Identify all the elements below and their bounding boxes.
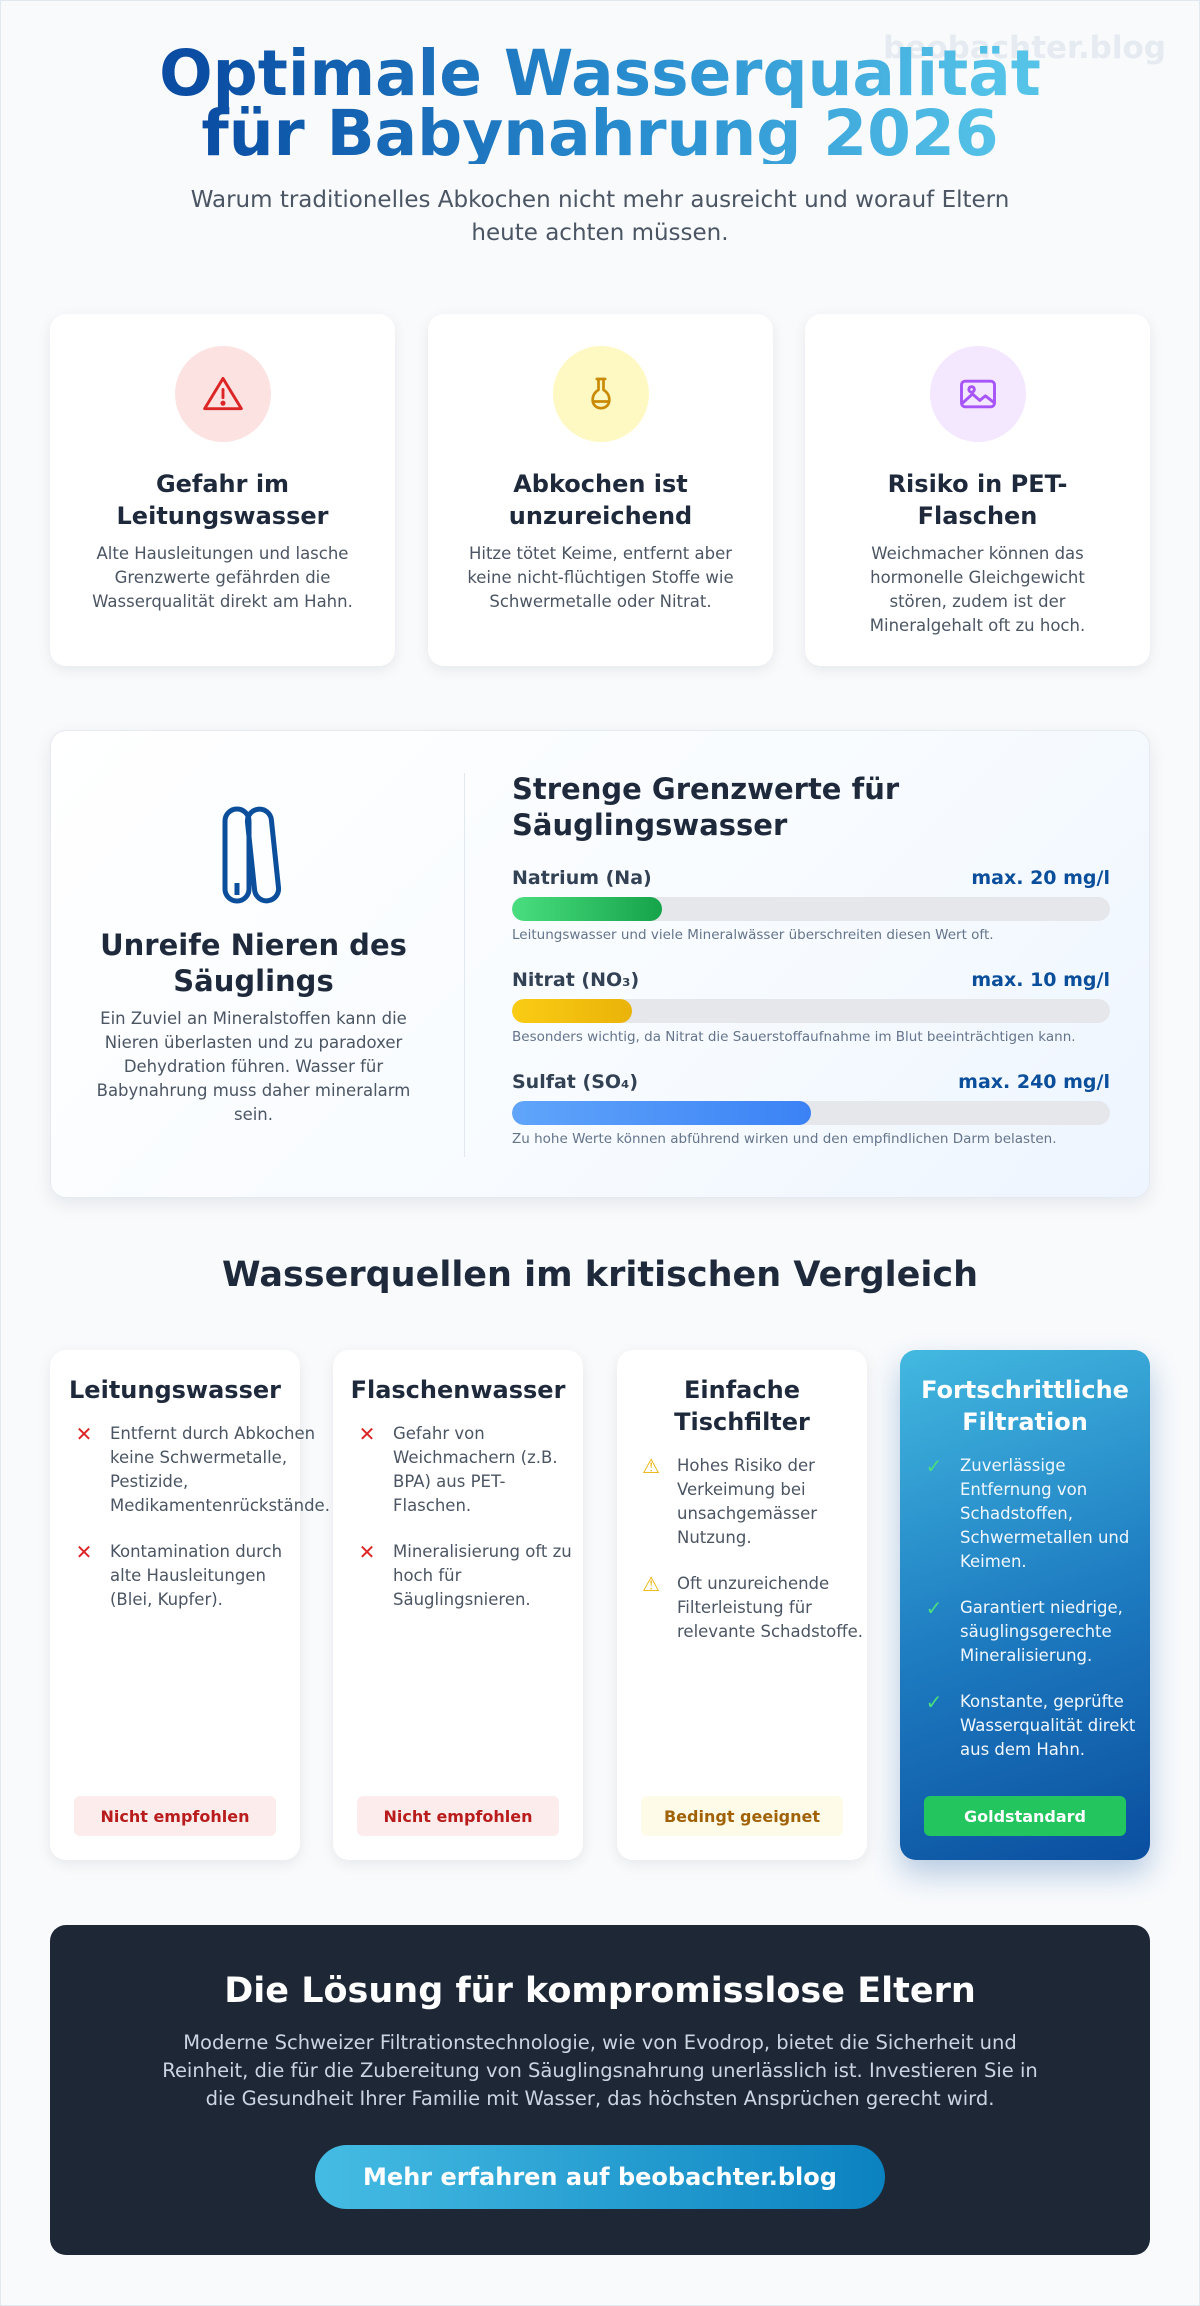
point-text: Hohes Risiko der Verkeimung bei unsachge… bbox=[677, 1456, 818, 1547]
risk-card-text: Hitze tötet Keime, entfernt aber keine n… bbox=[467, 544, 734, 611]
limit-bar bbox=[512, 1101, 1110, 1125]
point-item: ✕ Entfernt durch Abkochen keine Schwermet… bbox=[74, 1422, 330, 1518]
learn-more-button[interactable]: Mehr erfahren auf beobachter.blog bbox=[315, 2145, 885, 2209]
point-item: ✕ Gefahr von Weichmachern (z.B. BPA) aus … bbox=[357, 1422, 583, 1518]
comparison-title: Wasserquellen im kritischen Vergleich bbox=[221, 1255, 979, 1295]
warning-icon: ⚠ bbox=[642, 1454, 660, 1478]
point-text: Mineralisierung oft zu hoch für Säugling… bbox=[393, 1542, 572, 1609]
limit-name: Sulfat (SO₄) bbox=[512, 1071, 639, 1093]
limit-max: max. 240 mg/l bbox=[958, 1071, 1110, 1093]
column-title: Flaschenwasser bbox=[350, 1376, 566, 1404]
check-icon: ✓ bbox=[925, 1454, 943, 1478]
limits-panel: Unreife Nieren des Säuglings Ein Zuviel … bbox=[50, 730, 1150, 1198]
risk-card-title: Risiko in PET-Flaschen bbox=[887, 470, 1068, 530]
limit-name: Natrium (Na) bbox=[512, 867, 652, 889]
comparison-column-advanced-filtration: Fortschrittliche Filtration ✓ Zuverlässig… bbox=[900, 1350, 1150, 1860]
cta-title: Die Lösung für kompromisslose Eltern bbox=[224, 1971, 976, 2011]
watermark: beobachter.blog bbox=[883, 30, 1166, 66]
risk-card-text: Alte Hausleitungen und lasche Grenzwerte… bbox=[92, 544, 353, 611]
column-title: Fortschrittliche Filtration bbox=[921, 1376, 1129, 1436]
column-title: Einfache Tischfilter bbox=[674, 1376, 810, 1436]
point-item: ✓ Zuverlässige Entfernung von Schadstoffe… bbox=[924, 1454, 1150, 1574]
limit-note: Leitungswasser und viele Mineralwässer ü… bbox=[512, 927, 994, 943]
rating-badge: Nicht empfohlen bbox=[74, 1796, 276, 1836]
limit-bar-fill bbox=[512, 1101, 811, 1125]
point-item: ⚠ Hohes Risiko der Verkeimung bei unsachg… bbox=[641, 1454, 867, 1550]
risk-card-title: Gefahr im Leitungswasser bbox=[116, 470, 329, 530]
limit-max: max. 10 mg/l bbox=[971, 969, 1110, 991]
risk-card-tap-water: Gefahr im Leitungswasser Alte Hausleitun… bbox=[50, 314, 395, 666]
comparison-column-table-filter: Einfache Tischfilter ⚠ Hohes Risiko der V… bbox=[617, 1350, 867, 1860]
point-item: ✓ Konstante, geprüfte Wasserqualität dire… bbox=[924, 1690, 1150, 1762]
column-points: ✓ Zuverlässige Entfernung von Schadstoffe… bbox=[900, 1454, 1150, 1762]
flask-icon bbox=[552, 346, 649, 442]
rating-badge: Nicht empfohlen bbox=[357, 1796, 559, 1836]
cross-icon: ✕ bbox=[358, 1422, 376, 1446]
warning-icon bbox=[174, 346, 271, 442]
limits-list: Strenge Grenzwerte für Säuglingswasser N… bbox=[512, 771, 1110, 1147]
kidney-text: Ein Zuviel an Mineralstoffen kann die Ni… bbox=[96, 1009, 411, 1124]
point-text: Zuverlässige Entfernung von Schadstoffen… bbox=[960, 1456, 1130, 1571]
cross-icon: ✕ bbox=[358, 1540, 376, 1564]
rating-badge: Goldstandard bbox=[924, 1796, 1126, 1836]
check-icon: ✓ bbox=[925, 1596, 943, 1620]
risk-card-boiling: Abkochen ist unzureichend Hitze tötet Ke… bbox=[428, 314, 773, 666]
limit-note: Zu hohe Werte können abführend wirken un… bbox=[512, 1131, 1057, 1147]
kidney-info: Unreife Nieren des Säuglings Ein Zuviel … bbox=[51, 731, 456, 1199]
risk-card-pet: Risiko in PET-Flaschen Weichmacher könne… bbox=[805, 314, 1150, 666]
kidney-title: Unreife Nieren des Säuglings bbox=[100, 928, 407, 998]
limit-max: max. 20 mg/l bbox=[971, 867, 1110, 889]
rating-badge: Bedingt geeignet bbox=[641, 1796, 843, 1836]
point-text: Oft unzureichende Filterleistung für rel… bbox=[677, 1574, 864, 1641]
page-subtitle: Warum traditionelles Abkochen nicht mehr… bbox=[190, 187, 1010, 246]
divider bbox=[464, 773, 465, 1157]
image-icon bbox=[929, 346, 1026, 442]
limit-sulfate: Sulfat (SO₄) max. 240 mg/l Zu hohe Werte… bbox=[512, 1071, 1110, 1147]
kidney-icon bbox=[219, 803, 289, 911]
page-title: Optimale Wasserqualität für Babynahrung … bbox=[100, 42, 1100, 165]
column-points: ⚠ Hohes Risiko der Verkeimung bei unsachg… bbox=[617, 1454, 867, 1644]
risk-card-title: Abkochen ist unzureichend bbox=[508, 470, 693, 530]
limits-title: Strenge Grenzwerte für Säuglingswasser bbox=[512, 772, 900, 842]
column-title: Leitungswasser bbox=[69, 1376, 281, 1404]
risk-card-text: Weichmacher können das hormonelle Gleich… bbox=[869, 544, 1086, 635]
limit-bar-fill bbox=[512, 897, 662, 921]
limit-bar bbox=[512, 897, 1110, 921]
limit-nitrate: Nitrat (NO₃) max. 10 mg/l Besonders wich… bbox=[512, 969, 1110, 1045]
limit-bar bbox=[512, 999, 1110, 1023]
limit-note: Besonders wichtig, da Nitrat die Sauerst… bbox=[512, 1029, 1076, 1045]
comparison-column-bottled-water: Flaschenwasser ✕ Gefahr von Weichmachern … bbox=[333, 1350, 583, 1860]
limit-sodium: Natrium (Na) max. 20 mg/l Leitungswasser… bbox=[512, 867, 1110, 943]
point-text: Entfernt durch Abkochen keine Schwermeta… bbox=[110, 1424, 330, 1515]
point-text: Gefahr von Weichmachern (z.B. BPA) aus P… bbox=[393, 1424, 558, 1515]
column-points: ✕ Entfernt durch Abkochen keine Schwermet… bbox=[50, 1422, 330, 1612]
hero: Optimale Wasserqualität für Babynahrung … bbox=[0, 42, 1200, 250]
cross-icon: ✕ bbox=[75, 1422, 93, 1446]
comparison-column-tap-water: Leitungswasser ✕ Entfernt durch Abkochen … bbox=[50, 1350, 330, 1860]
column-points: ✕ Gefahr von Weichmachern (z.B. BPA) aus … bbox=[333, 1422, 583, 1612]
point-text: Kontamination durch alte Hausleitungen (… bbox=[110, 1542, 283, 1609]
point-item: ✕ Mineralisierung oft zu hoch für Säuglin… bbox=[357, 1540, 583, 1612]
point-item: ✓ Garantiert niedrige, säuglingsgerechte … bbox=[924, 1596, 1150, 1668]
limit-name: Nitrat (NO₃) bbox=[512, 969, 640, 991]
point-text: Garantiert niedrige, säuglingsgerechte M… bbox=[960, 1598, 1123, 1665]
point-item: ✕ Kontamination durch alte Hausleitungen … bbox=[74, 1540, 300, 1612]
cross-icon: ✕ bbox=[75, 1540, 93, 1564]
warning-icon: ⚠ bbox=[642, 1572, 660, 1596]
point-text: Konstante, geprüfte Wasserqualität direk… bbox=[960, 1692, 1136, 1759]
cta-section: Die Lösung für kompromisslose Eltern Mod… bbox=[50, 1925, 1150, 2255]
check-icon: ✓ bbox=[925, 1690, 943, 1714]
cta-text: Moderne Schweizer Filtrationstechnologie… bbox=[162, 2031, 1038, 2110]
point-item: ⚠ Oft unzureichende Filterleistung für re… bbox=[641, 1572, 867, 1644]
limit-bar-fill bbox=[512, 999, 632, 1023]
